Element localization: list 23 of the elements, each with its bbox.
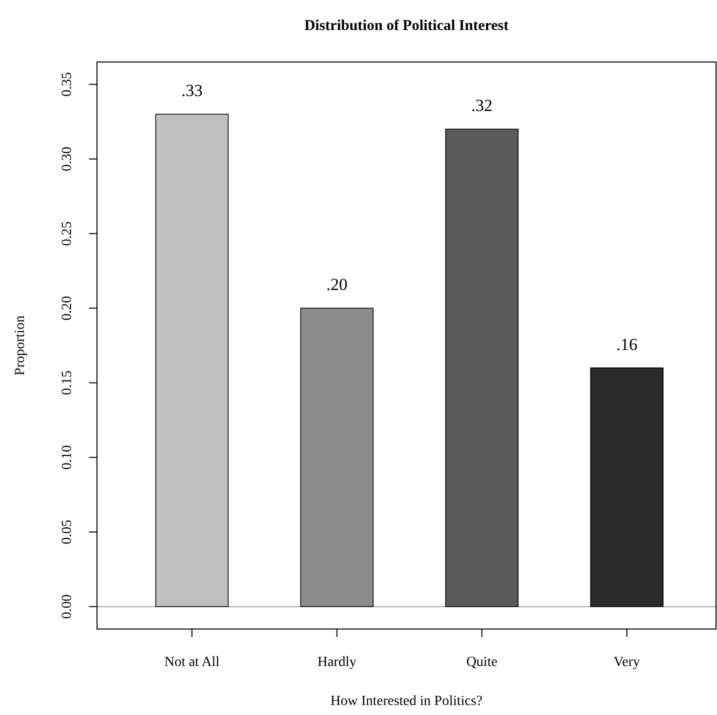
chart-title: Distribution of Political Interest [304,18,509,34]
y-tick-label: 0.25 [60,221,75,246]
x-axis-title: How Interested in Politics? [330,694,483,709]
y-tick-label: 0.30 [60,146,75,172]
y-tick-label: 0.05 [60,520,75,544]
y-tick-label: 0.10 [60,445,75,470]
x-tick-label: Not at All [164,655,220,670]
y-axis-title: Proportion [13,316,28,376]
y-tick-label: 0.00 [60,594,75,619]
data-label: .20 [326,275,348,294]
y-tick-label: 0.20 [60,296,75,320]
y-tick-label: 0.15 [60,370,75,396]
x-tick-label: Quite [466,655,498,670]
bar [155,114,229,608]
data-label: .32 [471,96,493,116]
x-tick-label: Very [614,655,640,670]
bar [300,308,374,608]
bar [590,367,664,608]
x-tick-label: Hardly [317,655,356,670]
bar [445,128,519,608]
data-label: .16 [616,334,638,354]
y-tick-label: 0.35 [60,72,75,97]
data-label: .33 [181,81,203,100]
